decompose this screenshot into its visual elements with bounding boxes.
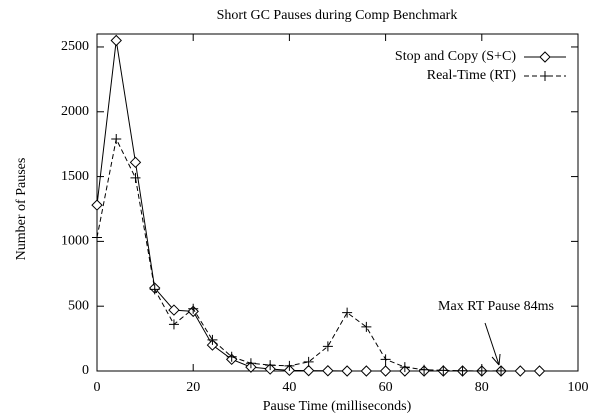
y-tick-label: 1500 <box>61 169 89 184</box>
point <box>92 232 102 243</box>
y-axis-label: Number of Pauses <box>14 158 29 261</box>
legend-label: Stop and Copy (S+C) <box>395 49 516 64</box>
point <box>476 365 487 376</box>
point <box>110 34 122 47</box>
point <box>342 307 353 318</box>
x-tick-label: 0 <box>94 380 101 395</box>
point <box>379 365 392 377</box>
annotation-arrow <box>484 322 500 366</box>
x-tick-label: 20 <box>186 380 200 395</box>
point <box>360 365 373 377</box>
legend-marker <box>540 71 550 81</box>
plot-frame <box>96 33 579 372</box>
series-line <box>96 40 540 372</box>
x-tick-label: 100 <box>568 380 589 395</box>
point <box>226 351 237 362</box>
point <box>457 365 468 376</box>
point <box>130 172 141 183</box>
point <box>149 284 160 295</box>
point <box>188 303 199 314</box>
y-tick-label: 500 <box>68 298 89 313</box>
point <box>361 321 372 332</box>
point <box>302 364 315 377</box>
legend-label: Real-Time (RT) <box>427 68 517 83</box>
point <box>419 364 430 375</box>
point <box>245 358 256 369</box>
x-tick-label: 80 <box>475 380 489 395</box>
point <box>129 156 142 169</box>
series-line <box>96 137 502 372</box>
point <box>91 199 103 211</box>
point <box>399 362 410 373</box>
point <box>265 360 276 371</box>
point <box>341 365 353 377</box>
x-tick-label: 60 <box>379 380 393 395</box>
y-tick-label: 2500 <box>61 39 89 54</box>
y-tick-label: 1000 <box>61 234 89 249</box>
point <box>111 133 122 144</box>
chart-title: Short GC Pauses during Comp Benchmark <box>217 8 458 23</box>
point <box>438 365 449 376</box>
point <box>496 365 507 376</box>
legend-marker <box>539 51 551 63</box>
point <box>168 319 179 330</box>
point <box>303 356 314 367</box>
y-tick-label: 2000 <box>61 104 89 119</box>
y-tick-label: 0 <box>82 363 89 378</box>
point <box>380 354 391 365</box>
x-axis-label: Pause Time (milliseconds) <box>263 399 412 414</box>
x-tick-label: 40 <box>282 380 296 395</box>
point <box>322 365 334 377</box>
annotation-arrowhead <box>491 353 501 366</box>
annotation: Max RT Pause 84ms <box>438 299 554 314</box>
point <box>168 304 180 316</box>
point <box>533 365 546 377</box>
point <box>514 365 526 377</box>
point <box>207 334 218 345</box>
point <box>322 341 333 352</box>
point <box>284 360 295 371</box>
